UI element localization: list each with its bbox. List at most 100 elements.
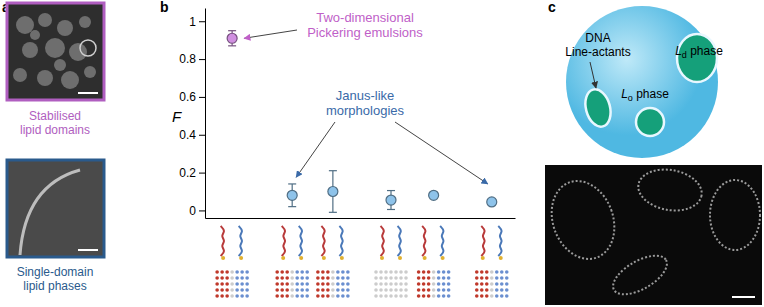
- lattice-site: [399, 282, 403, 286]
- cholesterol-anchor: [441, 256, 445, 260]
- lattice-site: [422, 276, 426, 280]
- lattice-site: [422, 288, 426, 292]
- domain-ring: [80, 40, 96, 56]
- y-axis-title: F: [172, 108, 182, 125]
- lattice-site: [245, 270, 249, 274]
- dna-strand: [498, 226, 501, 256]
- lattice-site: [321, 282, 325, 286]
- lattice-site: [432, 294, 436, 298]
- lattice-site: [225, 270, 229, 274]
- lattice-site: [220, 294, 224, 298]
- tick-mark: [199, 59, 205, 60]
- lattice-site: [447, 294, 451, 298]
- lattice-site: [399, 270, 403, 274]
- lattice-site: [235, 276, 239, 280]
- scale-bar: [78, 92, 98, 94]
- cholesterol-anchor: [380, 256, 384, 260]
- tick: 0.6: [179, 90, 205, 104]
- cholesterol-anchor: [299, 256, 303, 260]
- tick-mark: [199, 97, 205, 98]
- lattice: [215, 270, 249, 298]
- lattice-site: [495, 294, 499, 298]
- lattice-site: [442, 294, 446, 298]
- domain: [16, 16, 34, 34]
- lattice-site: [300, 294, 304, 298]
- lattice-site: [490, 294, 494, 298]
- lattice-site: [280, 270, 284, 274]
- domain: [61, 71, 79, 89]
- lattice-site: [331, 270, 335, 274]
- lattice-site: [394, 294, 398, 298]
- lattice-site: [475, 270, 479, 274]
- domain: [84, 66, 96, 78]
- caption: lipid phases: [23, 279, 86, 293]
- lattice-site: [295, 270, 299, 274]
- lattice-site: [485, 270, 489, 274]
- tick-mark: [199, 210, 205, 211]
- lattice-site: [346, 276, 350, 280]
- lattice-site: [215, 294, 219, 298]
- lattice-site: [230, 294, 234, 298]
- lattice-site: [316, 294, 320, 298]
- lattice-site: [475, 294, 479, 298]
- lattice-site: [331, 276, 335, 280]
- lattice-site: [336, 270, 340, 274]
- annotation-text: Pickering emulsions: [307, 25, 423, 40]
- dna-strand: [481, 226, 484, 256]
- panel-label: b: [160, 0, 169, 15]
- lattice-site: [500, 294, 504, 298]
- dna-strand: [221, 226, 224, 256]
- lattice-site: [374, 288, 378, 292]
- lattice-site: [394, 282, 398, 286]
- domain: [37, 70, 53, 86]
- lattice-site: [290, 294, 294, 298]
- lattice-site: [422, 282, 426, 286]
- lattice-site: [235, 270, 239, 274]
- lattice-site: [230, 270, 234, 274]
- lattice-site: [316, 288, 320, 292]
- cholesterol-anchor: [239, 256, 243, 260]
- lattice-site: [331, 282, 335, 286]
- lattice-site: [404, 270, 408, 274]
- lattice-site: [235, 288, 239, 292]
- lattice-site: [295, 282, 299, 286]
- lattice-site: [331, 294, 335, 298]
- lattice-site: [215, 282, 219, 286]
- lattice-site: [490, 270, 494, 274]
- lattice-site: [427, 288, 431, 292]
- lattice-site: [275, 294, 279, 298]
- domain: [79, 16, 91, 28]
- lattice-site: [495, 276, 499, 280]
- lattice-site: [432, 276, 436, 280]
- error-bar-cap: [387, 190, 395, 191]
- error-bar-cap: [329, 212, 337, 213]
- lattice-site: [389, 282, 393, 286]
- caption: Single-domain: [17, 265, 94, 279]
- lattice-site: [490, 288, 494, 292]
- lattice-site: [225, 282, 229, 286]
- lattice-site: [316, 270, 320, 274]
- tick: 0.4: [179, 128, 205, 142]
- lattice-site: [417, 270, 421, 274]
- lattice-site: [280, 282, 284, 286]
- line-actant-label: DNA: [585, 31, 610, 45]
- lattice-site: [341, 282, 345, 286]
- lattice-site: [346, 270, 350, 274]
- data-point: [429, 190, 439, 200]
- vesicle-edge: [20, 170, 80, 255]
- lattice: [316, 270, 350, 298]
- annotation-text: Janus-like: [336, 88, 395, 103]
- lattice-site: [417, 276, 421, 280]
- error-bar-cap: [288, 183, 296, 184]
- lattice-site: [336, 288, 340, 292]
- lattice-site: [220, 282, 224, 286]
- lattice-site: [505, 294, 509, 298]
- lattice-site: [379, 294, 383, 298]
- lattice-site: [275, 282, 279, 286]
- lattice-site: [326, 276, 330, 280]
- lattice-site: [505, 276, 509, 280]
- domain: [45, 38, 65, 58]
- tick-label: 0.8: [179, 52, 196, 66]
- caption: Stabilised: [29, 109, 81, 123]
- lattice-site: [485, 282, 489, 286]
